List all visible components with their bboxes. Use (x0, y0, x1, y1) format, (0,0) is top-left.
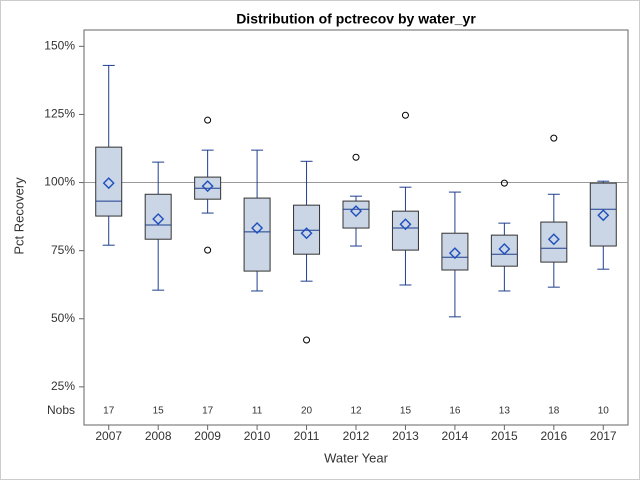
mean-marker (498, 243, 511, 256)
x-tick-label: 2014 (442, 429, 469, 443)
mean-marker (201, 180, 214, 193)
outlier (303, 336, 311, 344)
chart-title: Distribution of pctrecov by water_yr (236, 11, 476, 27)
mean-marker (547, 233, 560, 246)
outlier (500, 179, 508, 187)
x-tick-label: 2007 (95, 429, 122, 443)
y-tick-label: 50% (51, 311, 75, 325)
x-tick-label: 2017 (590, 429, 617, 443)
mean-marker (350, 205, 362, 218)
mean-marker (448, 247, 461, 260)
mean-marker (152, 213, 165, 226)
x-tick-label: 2011 (294, 429, 320, 443)
outlier (204, 116, 212, 124)
nobs-value: 10 (598, 406, 610, 417)
x-tick-label: 2015 (491, 429, 518, 443)
nobs-value: 16 (449, 406, 461, 417)
nobs-value: 11 (252, 406, 263, 417)
box (293, 204, 321, 255)
nobs-value: 13 (499, 406, 511, 417)
outlier (550, 134, 558, 142)
box (441, 232, 469, 271)
y-axis-label: Pct Recovery (11, 177, 26, 255)
x-tick-label: 2008 (145, 429, 172, 443)
box (589, 182, 617, 247)
mean-marker (597, 209, 610, 222)
y-tick-label: 125% (44, 107, 75, 121)
x-tick-label: 2013 (392, 429, 419, 443)
y-tick-label: 100% (44, 175, 75, 189)
mean-marker (251, 222, 264, 235)
x-tick-label: 2009 (194, 429, 221, 443)
outlier (352, 153, 360, 161)
y-tick-label: 150% (44, 39, 75, 53)
x-axis-label: Water Year (324, 450, 389, 465)
nobs-value: 18 (548, 406, 560, 417)
nobs-value: 20 (301, 406, 313, 417)
box (391, 210, 419, 251)
x-tick-label: 2012 (343, 429, 370, 443)
nobs-value: 12 (350, 406, 362, 417)
box (342, 200, 370, 229)
y-tick-label: 25% (51, 379, 75, 393)
x-tick-label: 2016 (540, 429, 567, 443)
box (490, 234, 518, 267)
nobs-value: 15 (400, 406, 412, 417)
box (95, 146, 123, 217)
nobs-value: 17 (202, 406, 214, 417)
mean-marker (300, 227, 313, 240)
y-tick-label: 75% (51, 243, 75, 257)
box (144, 193, 172, 240)
outlier (401, 111, 409, 119)
nobs-value: 15 (153, 406, 165, 417)
nobs-label: Nobs (47, 403, 75, 417)
box (243, 197, 271, 272)
outlier (204, 246, 212, 254)
nobs-value: 17 (103, 406, 115, 417)
box (540, 221, 568, 263)
x-tick-label: 2010 (244, 429, 271, 443)
mean-marker (399, 218, 412, 231)
mean-marker (102, 177, 115, 190)
